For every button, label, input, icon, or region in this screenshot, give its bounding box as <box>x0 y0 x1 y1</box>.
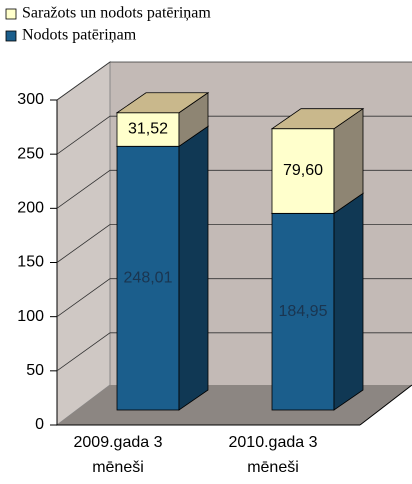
y-tick-label: 0 <box>35 416 44 433</box>
y-tick-label: 250 <box>17 145 44 162</box>
legend-label: Nodots patēriņam <box>22 27 137 44</box>
data-label: 31,52 <box>128 121 168 138</box>
legend-label: Saražots un nodots patēriņam <box>22 5 211 22</box>
data-label: 248,01 <box>124 269 173 286</box>
bar-side <box>178 125 209 411</box>
bar-side <box>333 192 364 411</box>
bar-segment <box>271 212 335 411</box>
bar-top <box>115 92 210 114</box>
y-tick-label: 150 <box>17 254 44 271</box>
bar-segment <box>116 112 180 147</box>
bar-segment <box>271 128 335 214</box>
bar-segment <box>116 145 180 411</box>
y-tick-label: 50 <box>26 362 44 379</box>
data-label: 184,95 <box>279 303 328 320</box>
legend-swatch <box>5 8 17 20</box>
data-label: 79,60 <box>283 162 323 179</box>
x-tick-label: 2010.gada 3 mēneši <box>228 434 318 476</box>
floor-edge <box>359 384 412 426</box>
bars: 248,01 31,52 184,95 79,60 <box>115 92 365 411</box>
bar-top <box>270 108 365 130</box>
y-tick-label: 300 <box>17 91 44 108</box>
y-tick-label: 100 <box>17 308 44 325</box>
grid-line <box>56 61 412 101</box>
legend: Saražots un nodots patēriņam Nodots patēr… <box>5 5 211 44</box>
x-tick-label: 2009.gada 3 mēneši <box>73 434 163 476</box>
y-tick-label: 200 <box>17 200 44 217</box>
legend-swatch <box>5 30 17 42</box>
